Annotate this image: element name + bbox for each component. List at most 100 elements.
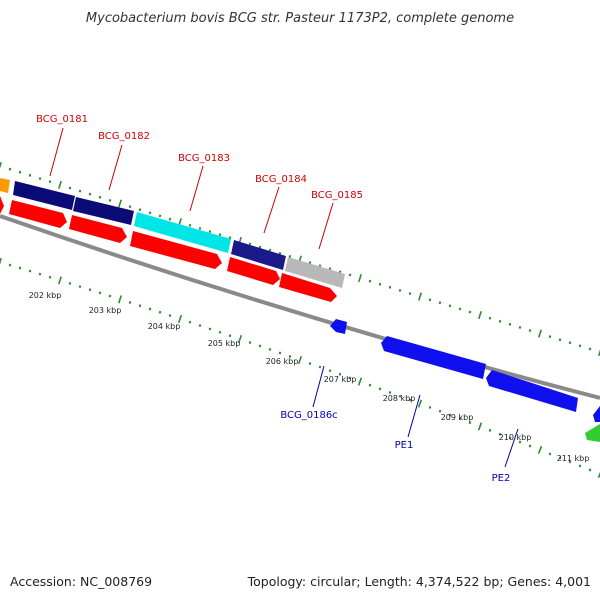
outer-tick-mark xyxy=(318,264,322,268)
inner-tick-mark xyxy=(28,269,32,273)
outer-tick-mark xyxy=(528,329,532,333)
outer-tick-mark xyxy=(88,192,92,196)
gene-bcg-0183-feature[interactable] xyxy=(134,212,231,253)
inner-tick-mark xyxy=(388,391,392,394)
inner-tick-mark xyxy=(357,377,363,386)
inner-tick-mark xyxy=(228,334,232,338)
cds-0-feature[interactable] xyxy=(0,196,4,214)
inner-tick-mark xyxy=(38,272,42,276)
inner-tick-mark xyxy=(218,330,222,334)
outer-tick-mark xyxy=(188,223,192,227)
outer-tick-mark xyxy=(208,230,212,234)
inner-tick-mark xyxy=(597,471,600,479)
inner-tick-mark xyxy=(118,295,122,304)
inner-tick-mark xyxy=(158,310,162,314)
inner-tick-mark xyxy=(328,369,332,373)
label-bcg-0186c[interactable]: BCG_0186c xyxy=(280,410,337,421)
gene-orange-feature[interactable] xyxy=(0,178,10,193)
outer-tick-mark xyxy=(368,279,372,283)
inner-tick-mark xyxy=(578,464,582,468)
outer-tick-mark xyxy=(468,310,472,314)
outer-tick-mark xyxy=(148,211,152,215)
label-bcg-0183[interactable]: BCG_0183 xyxy=(178,153,230,164)
outer-tick-mark xyxy=(388,285,392,289)
outer-tick-mark xyxy=(198,226,202,230)
label-pe1[interactable]: PE1 xyxy=(395,440,414,451)
outer-tick-mark xyxy=(268,248,272,252)
outer-tick-mark xyxy=(488,316,492,320)
gene-bcg-0184-feature[interactable] xyxy=(231,240,286,270)
outer-tick-mark xyxy=(48,180,52,184)
inner-tick-mark xyxy=(417,399,423,408)
inner-tick-mark xyxy=(308,362,312,366)
outer-tick-mark xyxy=(128,205,132,209)
inner-tick-mark xyxy=(558,456,562,460)
gene-green-feature[interactable] xyxy=(585,424,600,442)
inner-tick-mark xyxy=(348,376,352,380)
inner-tick-mark xyxy=(297,355,303,365)
inner-tick-mark xyxy=(138,304,142,308)
outer-tick-mark xyxy=(518,325,522,329)
outer-tick-mark xyxy=(588,347,592,351)
outer-tick-mark xyxy=(38,177,42,181)
inner-tick-mark xyxy=(288,354,292,358)
outer-tick-mark xyxy=(478,311,482,320)
outer-tick-mark xyxy=(418,292,422,301)
outer-tick-mark xyxy=(248,242,252,246)
inner-tick-mark xyxy=(548,452,552,456)
outer-tick-mark xyxy=(448,304,452,308)
outer-tick-mark xyxy=(258,245,262,249)
label-bcg-0181[interactable]: BCG_0181 xyxy=(36,114,88,125)
scale-label-202: 202 kbp xyxy=(29,291,62,300)
cds-3-feature[interactable] xyxy=(130,231,222,269)
outer-tick-mark xyxy=(118,199,122,208)
inner-tick-mark xyxy=(537,445,543,454)
scale-label-205: 205 kbp xyxy=(208,339,241,348)
outer-tick-mark xyxy=(428,298,432,302)
cds-2-feature[interactable] xyxy=(69,215,127,243)
gene-bcg-0185-feature[interactable] xyxy=(285,257,345,288)
outer-tick-mark xyxy=(78,189,82,193)
inner-tick-mark xyxy=(98,291,102,295)
outer-tick-mark xyxy=(308,261,312,265)
outer-tick-mark xyxy=(378,282,382,286)
feature-labels: BCG_0181 BCG_0182 BCG_0183 BCG_0184 BCG_… xyxy=(29,114,590,484)
inner-tick-mark xyxy=(78,285,82,289)
inner-tick-mark xyxy=(398,394,402,398)
scale-label-208: 208 kbp xyxy=(383,394,416,403)
outer-tick-mark xyxy=(498,319,502,323)
inner-tick-mark xyxy=(58,276,62,285)
gene-pe1-feature[interactable] xyxy=(381,336,486,379)
outer-tick-mark xyxy=(438,301,442,305)
outer-tick-mark xyxy=(278,251,282,255)
outer-tick-mark xyxy=(458,307,462,311)
label-pe2[interactable]: PE2 xyxy=(492,473,511,484)
inner-tick-mark xyxy=(208,327,212,331)
gene-blue-feature[interactable] xyxy=(593,406,600,422)
outer-tick-mark xyxy=(158,214,162,218)
inner-tick-mark xyxy=(68,281,72,285)
outer-tick-mark xyxy=(568,341,572,345)
inner-tick-mark xyxy=(177,314,183,323)
cds-4-feature[interactable] xyxy=(227,257,280,285)
inner-tick-mark xyxy=(338,372,342,376)
outer-tick-mark xyxy=(108,198,112,202)
inner-tick-mark xyxy=(468,421,472,425)
scale-label-209: 209 kbp xyxy=(441,413,474,422)
inner-tick-mark xyxy=(188,320,192,324)
inner-tick-mark xyxy=(448,413,452,417)
label-bcg-0184[interactable]: BCG_0184 xyxy=(255,174,307,185)
gene-bcg-0186c-feature[interactable] xyxy=(330,319,347,334)
label-bcg-0185[interactable]: BCG_0185 xyxy=(311,190,363,201)
cds-1-feature[interactable] xyxy=(9,200,67,228)
outer-tick-mark xyxy=(508,322,512,326)
gene-pe2-feature[interactable] xyxy=(486,370,578,412)
gene-bcg-0181-feature[interactable] xyxy=(13,181,75,210)
cds-5-feature[interactable] xyxy=(279,273,337,302)
gene-bcg-0182-feature[interactable] xyxy=(73,197,134,225)
label-bcg-0182[interactable]: BCG_0182 xyxy=(98,131,150,142)
outer-tick-mark xyxy=(68,186,72,190)
accession-text: Accession: NC_008769 xyxy=(10,574,152,589)
inner-tick-mark xyxy=(128,301,132,304)
